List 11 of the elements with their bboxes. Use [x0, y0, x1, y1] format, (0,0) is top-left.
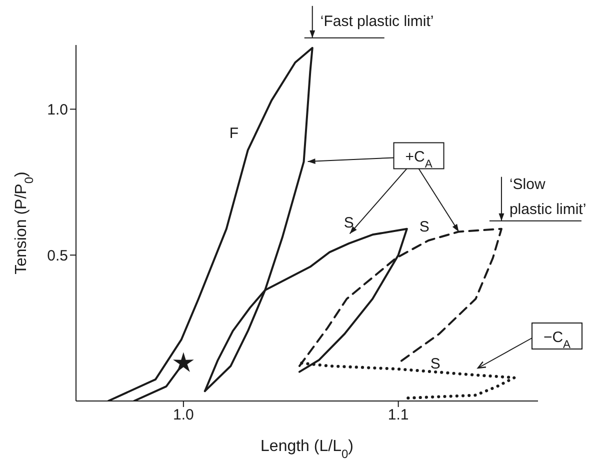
series-label: F	[229, 125, 238, 142]
annotation: ‘Slow plastic limit’	[509, 176, 586, 218]
legend-label: S	[419, 218, 430, 236]
y-tick-label: 0.5	[47, 247, 68, 264]
x-tick-label: 1.1	[388, 406, 409, 424]
series-label: S	[430, 356, 440, 373]
annotation: ‘Fast plastic limit’	[320, 12, 434, 30]
legend-label: S	[344, 214, 354, 232]
x-axis-title: Length (L/L$_{0}$)	[260, 438, 354, 461]
annotation: +C$_{A}$	[405, 148, 433, 171]
text: −C$_{A}$	[543, 329, 572, 351]
